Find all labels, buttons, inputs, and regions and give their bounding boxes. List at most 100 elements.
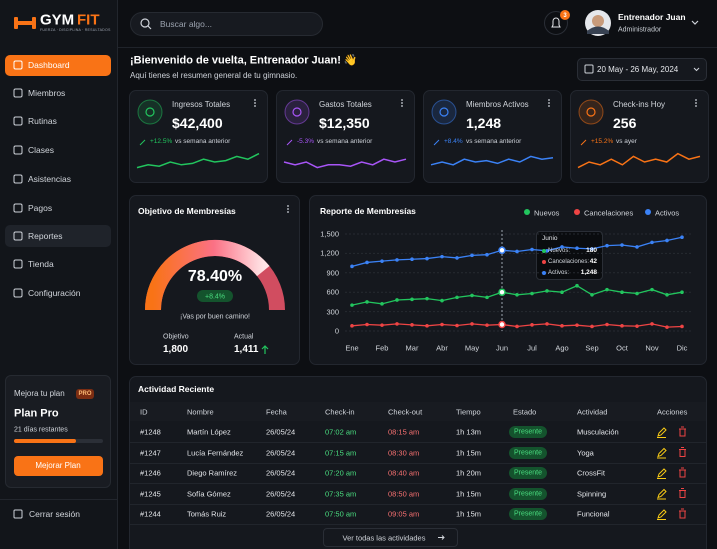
series-point: [620, 243, 624, 247]
menu-item[interactable]: Configuración: [28, 287, 81, 298]
tooltip-value: 180: [586, 246, 597, 254]
legend-label: Cancelaciones: [584, 207, 634, 217]
menu-item-active[interactable]: [5, 55, 111, 76]
gauge-progress: [145, 240, 270, 311]
series-point: [680, 324, 684, 329]
menu-item[interactable]: Clases: [28, 144, 54, 155]
column-header: Tiempo: [456, 406, 481, 416]
cell: #1247: [140, 447, 161, 457]
user-name: Entrenador Juan: [618, 11, 686, 22]
menu-icon: [13, 174, 23, 184]
kpi-value: $42,400: [172, 115, 223, 131]
kpi-icon: [137, 99, 163, 125]
activity-title: Actividad Reciente: [138, 383, 215, 394]
arrow-icon: [438, 535, 445, 540]
kpi-period: vs ayer: [616, 137, 637, 145]
series-point: [365, 300, 369, 304]
gauge-value: 78.40%: [187, 268, 243, 285]
column-header: Estado: [513, 406, 537, 416]
logout[interactable]: Cerrar sesión: [29, 508, 81, 519]
date-range[interactable]: 20 May - 26 May, 2024: [597, 65, 679, 74]
bell-button[interactable]: [544, 11, 568, 35]
delete-icon: [679, 508, 686, 519]
legend-dot: [524, 209, 530, 215]
menu-item[interactable]: Asistencias: [28, 173, 71, 184]
menu-item[interactable]: Miembros: [28, 87, 66, 98]
brand-tagline: FUERZA · DISCIPLINA · RESULTADOS: [40, 28, 111, 33]
menu-icon: [13, 259, 23, 269]
series-point: [425, 296, 429, 301]
current-value: 1,411: [234, 344, 259, 355]
menu-item[interactable]: Reportes: [28, 230, 63, 241]
brand-name: GYM: [40, 11, 75, 29]
cell: #1244: [140, 509, 161, 519]
menu-item[interactable]: Rutinas: [28, 115, 57, 126]
series-point: [545, 289, 549, 293]
edit-icon: [657, 488, 667, 500]
x-tick-label: Ago: [555, 343, 569, 353]
cell: 1h 15m: [456, 447, 482, 457]
cell: Martín López: [187, 427, 231, 437]
gauge-message: ¡Vas por buen camino!: [180, 313, 250, 321]
menu-item[interactable]: Pagos: [28, 202, 53, 213]
kebab: [254, 102, 256, 104]
x-tick-label: Jul: [527, 343, 537, 353]
status: Presente: [513, 469, 543, 477]
plan-title: Mejora tu plan: [14, 389, 65, 398]
tooltip-label: Activos:: [548, 270, 570, 276]
search-placeholder[interactable]: Buscar algo...: [160, 18, 212, 29]
row-divider: [130, 442, 706, 443]
status-badge: [509, 426, 547, 438]
series-point: [575, 283, 579, 288]
cell: Musculación: [577, 427, 619, 437]
menu-item[interactable]: Tienda: [28, 258, 54, 269]
series-point: [380, 259, 384, 263]
kpi-value: 1,248: [466, 115, 502, 131]
column-header: Acciones: [657, 406, 688, 416]
series-point: [680, 290, 684, 295]
x-tick-label: Abr: [436, 343, 448, 353]
series-point: [575, 323, 579, 327]
series-point: [545, 322, 549, 326]
cell: 08:30 am: [388, 447, 420, 457]
search-box[interactable]: [130, 12, 323, 36]
series-point: [620, 324, 624, 328]
cell: Diego Ramírez: [187, 468, 238, 478]
kpi-period: vs semana anterior: [466, 137, 522, 145]
row-divider: [130, 483, 706, 484]
series-point: [590, 292, 594, 297]
plan-button[interactable]: [14, 456, 103, 476]
kpi-icon: [439, 107, 449, 117]
sparkline: [136, 152, 260, 169]
column-header: ID: [140, 406, 148, 416]
column-header: Check-in: [325, 406, 355, 416]
view-all[interactable]: Ver todas las actividades: [342, 532, 426, 542]
series-point: [470, 253, 474, 258]
logo-icon: [14, 17, 18, 29]
kpi-card: [129, 90, 268, 183]
x-tick-label: Feb: [375, 343, 389, 353]
cell: 1h 20m: [456, 468, 482, 478]
menu-item[interactable]: Dashboard: [28, 59, 70, 70]
cell: 1h 13m: [456, 427, 482, 437]
menu-item-selected[interactable]: [5, 225, 111, 247]
kpi-icon: [578, 99, 604, 125]
view-all-button[interactable]: [323, 528, 458, 547]
series-point: [605, 287, 609, 292]
search-icon: [147, 25, 152, 30]
tooltip-dot: [542, 260, 546, 264]
cell: 07:15 am: [325, 447, 357, 457]
series-point: [470, 293, 474, 298]
column-header: Actividad: [577, 406, 608, 416]
plan-button-text[interactable]: Mejorar Plan: [35, 461, 81, 470]
logout-icon: [13, 509, 23, 519]
status: Presente: [513, 428, 543, 436]
series-point: [635, 245, 639, 249]
x-tick-label: Sep: [585, 343, 599, 353]
series-point: [635, 324, 639, 328]
series-point: [635, 291, 639, 296]
date-button[interactable]: [577, 58, 707, 81]
